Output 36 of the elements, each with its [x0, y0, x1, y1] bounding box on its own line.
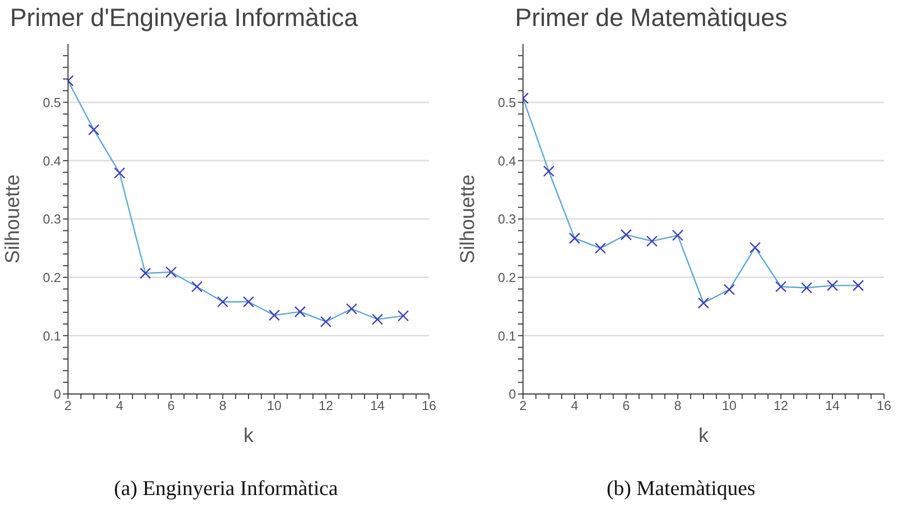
chart-title: Primer d'Enginyeria Informàtica [10, 4, 358, 33]
y-tick-label: 0.4 [498, 153, 516, 168]
x-tick-label: 16 [876, 398, 892, 414]
y-tick-label: 0.5 [42, 94, 61, 110]
y-tick-label: 0 [508, 386, 516, 402]
y-tick-label: 0.5 [498, 94, 516, 110]
x-tick-label: 6 [168, 398, 175, 414]
y-tick-label: 0.1 [498, 328, 516, 344]
x-tick-label: 6 [622, 398, 630, 414]
x-tick-label: 4 [570, 398, 578, 414]
chart-title: Primer de Matemàtiques [515, 4, 788, 33]
x-tick-label: 8 [219, 398, 226, 414]
x-tick-label: 2 [64, 398, 72, 414]
y-axis-title: Silhouette [457, 174, 480, 264]
x-tick-label: 16 [422, 398, 436, 414]
text: (a) Enginyeria Informàtica [113, 476, 339, 501]
y-tick-label: 0.2 [42, 270, 61, 285]
y-tick-label: 0.4 [42, 153, 61, 168]
x-tick-label: 14 [825, 398, 840, 414]
y-tick-label: 0 [54, 386, 61, 402]
x-tick-label: 12 [318, 398, 334, 414]
x-axis-title: k [244, 425, 254, 447]
y-tick-label: 0.1 [42, 328, 61, 344]
x-tick-label: 10 [722, 398, 737, 414]
x-tick-label: 8 [674, 398, 682, 414]
y-axis-title: Silhouette [2, 174, 24, 264]
y-tick-label: 0.3 [42, 212, 61, 227]
x-axis-title: k [698, 425, 710, 447]
y-tick-label: 0.2 [498, 270, 516, 285]
x-tick-label: 10 [267, 398, 282, 414]
x-tick-label: 4 [116, 398, 124, 414]
x-tick-label: 12 [774, 398, 788, 414]
text: (b) Matemàtiques [606, 476, 756, 501]
x-tick-label: 14 [370, 398, 385, 414]
x-tick-label: 2 [519, 398, 527, 414]
y-tick-label: 0.3 [498, 212, 516, 227]
